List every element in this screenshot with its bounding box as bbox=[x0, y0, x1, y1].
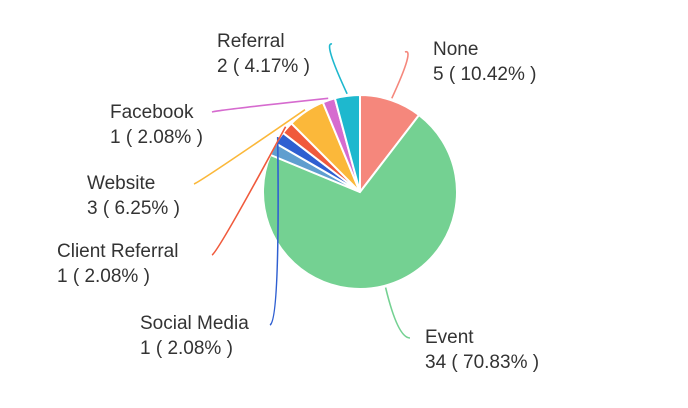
slice-labels: None 5 ( 10.42% ) Event 34 ( 70.83% ) Social… bbox=[57, 31, 539, 373]
pie-slice-referral bbox=[333, 93, 361, 193]
slice-label-name: Website bbox=[87, 173, 155, 194]
slice-label-name: Event bbox=[425, 327, 474, 348]
slice-label-value: 1 ( 2.08% ) bbox=[140, 338, 233, 359]
slice-label-value: 5 ( 10.42% ) bbox=[433, 64, 537, 85]
leader-line-client-referral bbox=[211, 126, 287, 256]
leader-lines bbox=[193, 43, 411, 339]
leader-line-event bbox=[384, 287, 411, 339]
leader-line-facebook bbox=[211, 97, 329, 113]
leader-line-social-media bbox=[269, 136, 279, 326]
slice-label-name: Social Media bbox=[140, 313, 249, 334]
slice-label-value: 1 ( 2.08% ) bbox=[110, 127, 203, 148]
slice-label-name: None bbox=[433, 39, 478, 60]
slice-label-name: Client Referral bbox=[57, 241, 178, 262]
slice-label-value: 2 ( 4.17% ) bbox=[217, 56, 310, 77]
leader-line-none bbox=[391, 51, 409, 99]
slice-label-name: Referral bbox=[217, 31, 285, 52]
leader-line-referral bbox=[328, 43, 348, 95]
slice-label-value: 34 ( 70.83% ) bbox=[425, 352, 539, 373]
pie-slices bbox=[262, 93, 458, 290]
slice-label-value: 1 ( 2.08% ) bbox=[57, 266, 150, 287]
pie-slice-event bbox=[262, 113, 458, 290]
leader-line-website bbox=[193, 109, 306, 185]
slice-label-name: Facebook bbox=[110, 102, 194, 123]
slice-label-value: 3 ( 6.25% ) bbox=[87, 198, 180, 219]
